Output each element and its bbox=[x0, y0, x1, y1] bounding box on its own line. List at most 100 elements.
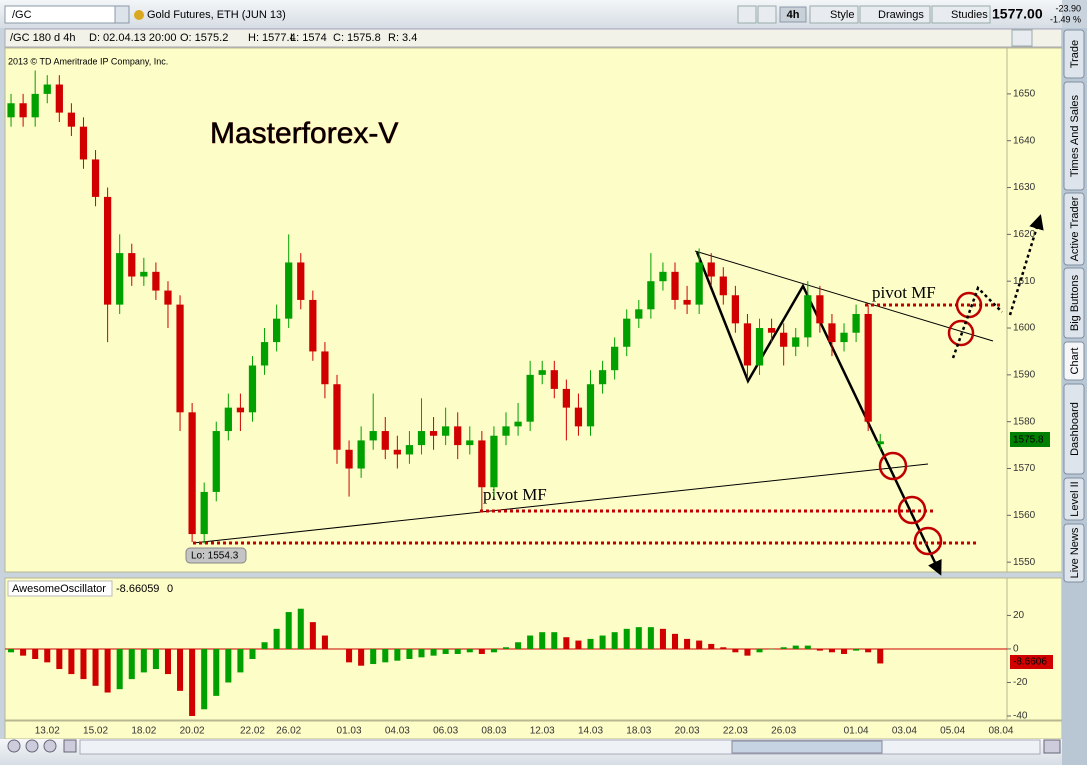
tool-button[interactable] bbox=[737, 5, 757, 24]
candle-body bbox=[236, 407, 245, 413]
x-tick-label: 03.04 bbox=[892, 726, 917, 737]
sidebar-tab[interactable] bbox=[1063, 523, 1085, 583]
last-osc-label: -8.6606 bbox=[1013, 657, 1047, 668]
scroll-thumb[interactable] bbox=[731, 740, 883, 754]
candle-body bbox=[792, 337, 800, 347]
x-tick-label: 26.02 bbox=[276, 726, 301, 737]
support-line bbox=[192, 463, 929, 544]
sidebar-tab[interactable] bbox=[1063, 29, 1085, 79]
sidebar-tab[interactable] bbox=[1063, 267, 1085, 339]
candle-body bbox=[200, 491, 208, 535]
lo-label: Lo: 1554.3 bbox=[191, 551, 239, 562]
oscillator-bar bbox=[285, 612, 292, 649]
sidebar-label[interactable]: Times And Sales bbox=[1069, 94, 1081, 177]
aggregation[interactable]: 4h bbox=[787, 9, 800, 21]
studies-button[interactable] bbox=[931, 5, 991, 24]
sidebar-tab[interactable] bbox=[1063, 383, 1085, 475]
oscillator-bar bbox=[309, 622, 316, 649]
sidebar-tab[interactable] bbox=[1063, 192, 1085, 266]
oscillator-bar bbox=[321, 635, 328, 649]
price-axis bbox=[1006, 47, 1063, 573]
oscillator-bar bbox=[213, 648, 220, 696]
sidebar-label[interactable]: Dashboard bbox=[1069, 402, 1081, 456]
studies-label[interactable]: Studies bbox=[951, 9, 988, 21]
oscillator-bar bbox=[551, 632, 558, 649]
candle-body bbox=[598, 370, 607, 385]
scrollbar[interactable] bbox=[79, 739, 1041, 755]
sidebar-label[interactable]: Trade bbox=[1069, 40, 1081, 68]
y-tick-label: 1550 bbox=[1013, 557, 1036, 568]
sidebar-tab[interactable] bbox=[1063, 477, 1085, 521]
tool-button[interactable] bbox=[757, 5, 777, 24]
candle-body bbox=[478, 440, 486, 488]
study-name-box[interactable] bbox=[7, 580, 113, 597]
candle-body bbox=[683, 299, 691, 305]
sidebar-label[interactable]: Big Buttons bbox=[1069, 274, 1081, 331]
candle-body bbox=[345, 449, 353, 469]
oscillator-bar bbox=[780, 647, 787, 649]
x-tick-label: 18.02 bbox=[131, 726, 156, 737]
symbol-dropdown[interactable] bbox=[114, 5, 130, 24]
copyright: 2013 © TD Ameritrade IP Company, Inc. bbox=[8, 56, 168, 66]
candle-body bbox=[828, 323, 836, 343]
oscillator-bar bbox=[696, 640, 703, 649]
style-label[interactable]: Style bbox=[830, 9, 854, 21]
candle-body bbox=[767, 328, 776, 333]
oscillator-bar bbox=[828, 648, 835, 653]
oscillator-bar bbox=[116, 648, 123, 690]
candle-body bbox=[550, 370, 558, 389]
candle-body bbox=[804, 295, 812, 338]
x-tick-label: 06.03 bbox=[433, 726, 458, 737]
oscillator-axis bbox=[1006, 577, 1063, 721]
candle-body bbox=[128, 253, 136, 277]
drawings-label[interactable]: Drawings bbox=[878, 9, 924, 21]
zoom-in[interactable] bbox=[25, 739, 39, 753]
oscillator-bar bbox=[539, 632, 546, 649]
info-field: H: 1577.4 bbox=[248, 32, 296, 44]
candle-body bbox=[611, 346, 619, 371]
x-tick-label: 12.03 bbox=[530, 726, 555, 737]
candle-body bbox=[152, 271, 160, 291]
y-tick-label: 1570 bbox=[1013, 463, 1036, 474]
study-name[interactable]: AwesomeOscillator bbox=[12, 583, 106, 595]
oscillator-bar bbox=[527, 635, 534, 649]
chart-settings[interactable] bbox=[1011, 29, 1033, 47]
oscillator-bar bbox=[635, 627, 642, 649]
candle-body bbox=[707, 262, 715, 277]
sidebar-label[interactable]: Active Trader bbox=[1069, 196, 1081, 261]
oscillator-bar bbox=[804, 645, 811, 649]
candle-body bbox=[562, 388, 570, 408]
style-button[interactable] bbox=[809, 5, 859, 24]
oscillator-bar bbox=[466, 648, 473, 653]
sidebar-tab[interactable] bbox=[1063, 81, 1085, 191]
candle-body bbox=[623, 318, 631, 347]
oscillator-bar bbox=[575, 640, 582, 649]
candle-body bbox=[574, 407, 583, 427]
y-tick-label: 1580 bbox=[1013, 416, 1036, 427]
scroll-end[interactable] bbox=[1043, 739, 1061, 754]
x-tick-label: 15.02 bbox=[83, 726, 108, 737]
candle-body bbox=[103, 196, 112, 305]
symbol[interactable]: /GC bbox=[12, 9, 32, 21]
pan-button[interactable] bbox=[7, 739, 21, 753]
price-panel bbox=[4, 47, 1008, 573]
candle-body bbox=[454, 426, 462, 446]
sidebar-label[interactable]: Level II bbox=[1069, 481, 1081, 516]
oscillator-bar bbox=[273, 628, 280, 649]
hand-tool[interactable] bbox=[63, 739, 77, 753]
sidebar-tab[interactable] bbox=[1063, 341, 1085, 381]
info-field: O: 1575.2 bbox=[180, 32, 228, 44]
drawings-button[interactable] bbox=[859, 5, 931, 24]
sidebar-label[interactable]: Chart bbox=[1069, 348, 1081, 375]
oscillator-bar bbox=[249, 648, 256, 659]
sidebar-label[interactable]: Live News bbox=[1069, 527, 1081, 578]
candle-body bbox=[285, 262, 293, 319]
candle-body bbox=[780, 332, 788, 347]
study-value: -8.66059 bbox=[116, 583, 159, 595]
aggregation-button[interactable] bbox=[779, 6, 807, 23]
candle-body bbox=[55, 84, 63, 113]
oscillator-bar bbox=[599, 635, 606, 649]
candle-body bbox=[321, 351, 329, 385]
zoom-out[interactable] bbox=[43, 739, 57, 753]
oscillator-bar bbox=[201, 648, 208, 710]
